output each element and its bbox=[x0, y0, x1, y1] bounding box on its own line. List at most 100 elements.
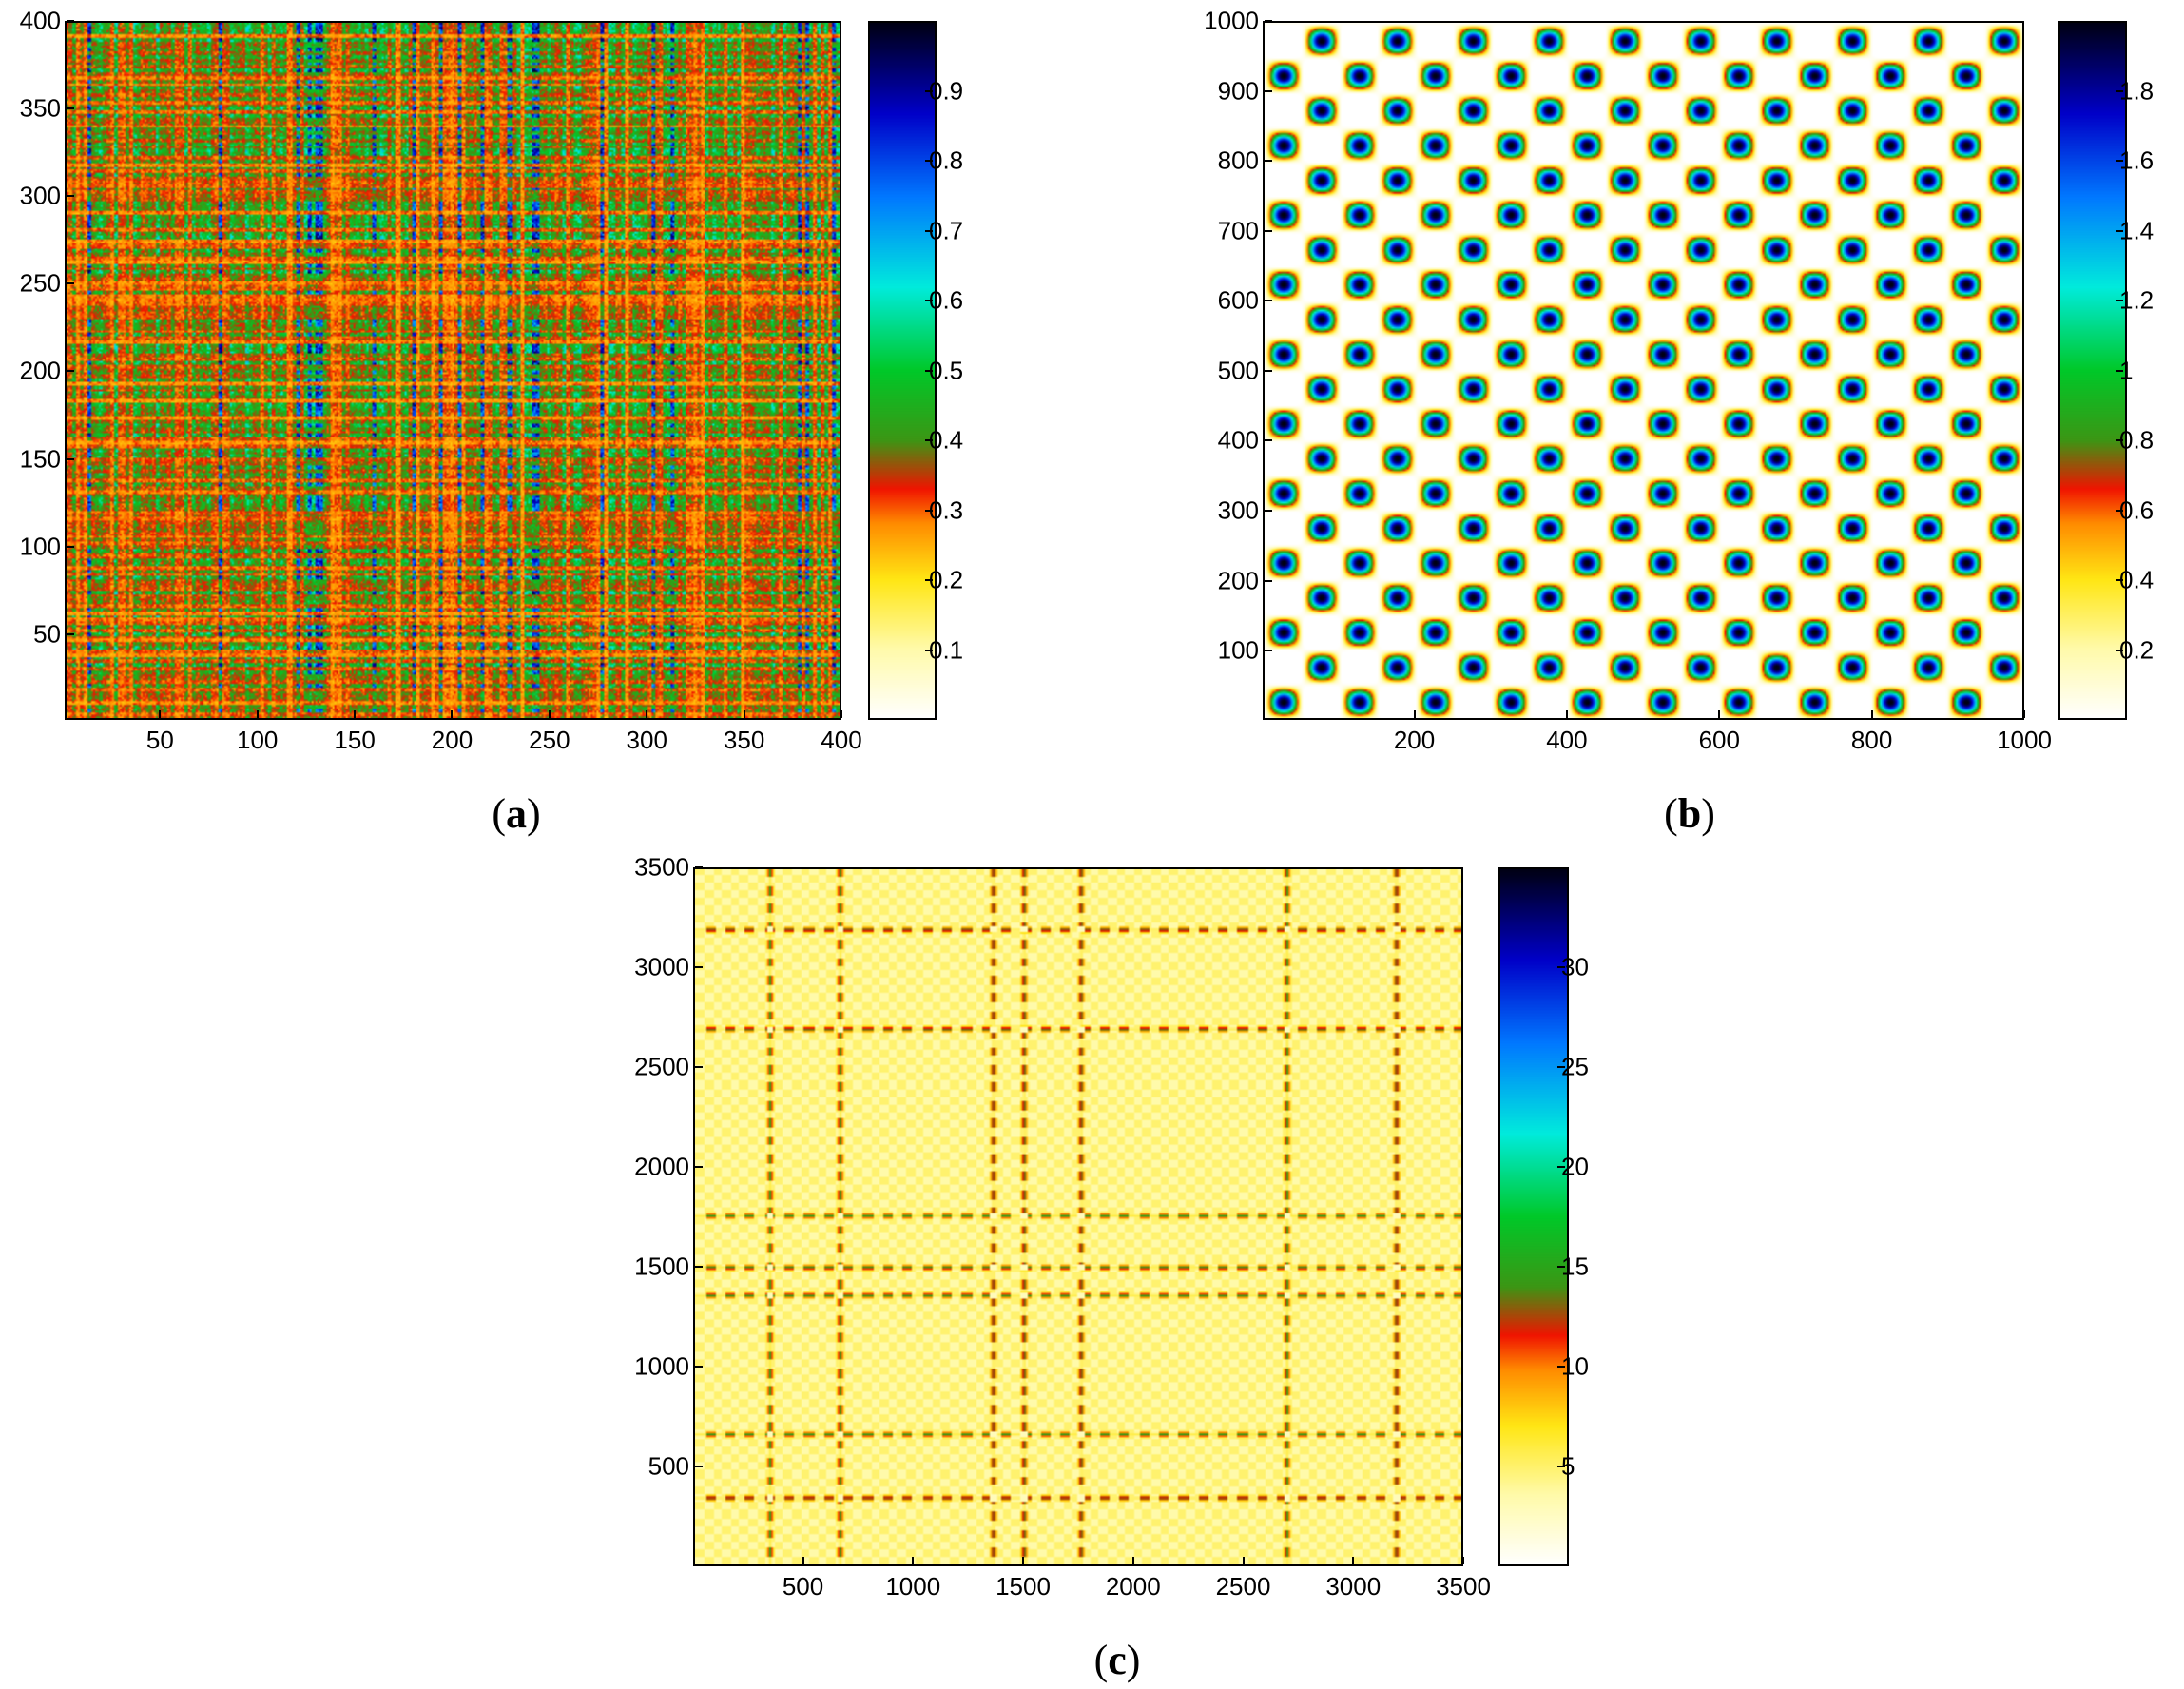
y-tick-mark bbox=[67, 107, 74, 110]
colorbar-tick-label: 10 bbox=[1561, 1351, 1589, 1381]
y-tick-mark bbox=[1265, 510, 1272, 512]
y-tick-label: 2500 bbox=[634, 1052, 689, 1081]
x-tick-mark bbox=[1352, 1557, 1355, 1564]
x-tick-label: 200 bbox=[1393, 726, 1436, 754]
caption-letter: a bbox=[506, 790, 527, 837]
x-tick-label: 200 bbox=[431, 726, 474, 754]
colorbar-tick-label: 0.8 bbox=[2119, 425, 2155, 455]
x-tick-label: 3500 bbox=[1436, 1572, 1491, 1601]
y-tick-label: 100 bbox=[1217, 635, 1259, 665]
caption-open-paren: ( bbox=[1093, 1637, 1109, 1683]
y-tick-label: 500 bbox=[1217, 356, 1259, 385]
colorbar-tick-mark bbox=[925, 439, 933, 441]
x-tick-label: 50 bbox=[145, 726, 174, 754]
colorbar-tick-mark bbox=[1557, 1166, 1565, 1168]
y-tick-label: 500 bbox=[647, 1451, 689, 1481]
y-tick-label: 400 bbox=[1217, 425, 1259, 455]
x-tick-mark bbox=[2023, 710, 2025, 718]
colorbar-tick-mark bbox=[925, 649, 933, 651]
y-tick-label: 50 bbox=[33, 619, 61, 649]
y-tick-label: 600 bbox=[1217, 285, 1259, 315]
x-tick-label: 400 bbox=[821, 726, 862, 754]
x-tick-mark bbox=[646, 710, 648, 718]
y-tick-mark bbox=[695, 1266, 703, 1269]
colorbar-tick-mark bbox=[2116, 649, 2123, 651]
y-tick-mark bbox=[1265, 439, 1272, 442]
x-tick-label: 1500 bbox=[995, 1572, 1051, 1601]
x-tick-label: 100 bbox=[237, 726, 279, 754]
colorbar-tick-label: 0.8 bbox=[929, 146, 964, 175]
y-tick-mark bbox=[695, 1166, 703, 1169]
colorbar-tick-label: 0.3 bbox=[929, 495, 964, 524]
x-tick-label: 800 bbox=[1850, 726, 1893, 754]
colorbar-tick-mark bbox=[1557, 1466, 1565, 1467]
y-tick-mark bbox=[67, 370, 74, 373]
y-tick-label: 3000 bbox=[634, 952, 689, 981]
x-tick-label: 1000 bbox=[885, 1572, 941, 1601]
heatmap-plot-b bbox=[1263, 21, 2024, 720]
colorbar-tick-label: 30 bbox=[1561, 952, 1589, 981]
y-tick-mark bbox=[695, 866, 703, 868]
x-tick-mark bbox=[743, 710, 745, 718]
caption-open-paren: ( bbox=[1664, 790, 1678, 837]
x-tick-label: 2000 bbox=[1105, 1572, 1161, 1601]
x-tick-label: 350 bbox=[723, 726, 765, 754]
colorbar-tick-label: 0.2 bbox=[929, 565, 964, 594]
x-tick-mark bbox=[354, 710, 357, 718]
y-tick-label: 900 bbox=[1217, 76, 1259, 106]
x-tick-mark bbox=[1565, 710, 1568, 718]
x-tick-mark bbox=[802, 1557, 804, 1564]
heatmap-plot-a bbox=[65, 21, 841, 720]
y-tick-mark bbox=[1265, 160, 1272, 163]
colorbar-tick-mark bbox=[2116, 229, 2123, 232]
y-tick-mark bbox=[1265, 579, 1272, 582]
x-tick-mark bbox=[159, 710, 162, 718]
x-tick-label: 150 bbox=[334, 726, 376, 754]
colorbar-tick-mark bbox=[2116, 300, 2123, 301]
x-tick-label: 250 bbox=[529, 726, 570, 754]
colorbar-c bbox=[1498, 867, 1569, 1566]
colorbar-tick-mark bbox=[1557, 1266, 1565, 1268]
colorbar-tick-mark bbox=[2116, 439, 2123, 441]
x-tick-mark bbox=[1413, 710, 1416, 718]
colorbar-tick-mark bbox=[925, 160, 933, 162]
y-tick-mark bbox=[67, 20, 74, 22]
colorbar-tick-label: 1.6 bbox=[2119, 146, 2155, 175]
x-tick-label: 3000 bbox=[1325, 1572, 1382, 1601]
y-tick-label: 250 bbox=[19, 268, 61, 298]
colorbar-tick-label: 25 bbox=[1561, 1052, 1589, 1081]
colorbar-b bbox=[2058, 21, 2127, 720]
colorbar-tick-label: 0.1 bbox=[929, 635, 964, 664]
y-tick-label: 2000 bbox=[634, 1152, 689, 1181]
x-tick-mark bbox=[256, 710, 259, 718]
x-tick-mark bbox=[912, 1557, 915, 1564]
colorbar-tick-label: 0.5 bbox=[929, 356, 964, 384]
colorbar-tick-label: 1 bbox=[2119, 356, 2134, 384]
colorbar-tick-mark bbox=[1557, 1066, 1565, 1068]
y-tick-label: 800 bbox=[1217, 146, 1259, 175]
caption-letter: b bbox=[1677, 790, 1702, 837]
x-tick-mark bbox=[1462, 1557, 1464, 1564]
y-tick-label: 3500 bbox=[634, 852, 689, 882]
colorbar-a bbox=[868, 21, 937, 720]
colorbar-tick-mark bbox=[925, 229, 933, 232]
y-tick-mark bbox=[1265, 89, 1272, 92]
y-tick-label: 300 bbox=[1217, 495, 1259, 525]
colorbar-tick-label: 0.4 bbox=[929, 425, 964, 455]
y-tick-label: 150 bbox=[19, 444, 61, 474]
colorbar-tick-label: 15 bbox=[1561, 1252, 1589, 1281]
colorbar-tick-label: 0.7 bbox=[929, 216, 964, 244]
y-tick-label: 700 bbox=[1217, 216, 1259, 245]
x-tick-mark bbox=[1718, 710, 1721, 718]
colorbar-tick-mark bbox=[2116, 369, 2123, 372]
y-tick-mark bbox=[67, 282, 74, 285]
colorbar-tick-mark bbox=[2116, 160, 2123, 162]
y-tick-mark bbox=[695, 966, 703, 969]
y-tick-mark bbox=[695, 1466, 703, 1468]
colorbar-tick-mark bbox=[1557, 1366, 1565, 1368]
caption-close-paren: ) bbox=[1126, 1637, 1141, 1683]
colorbar-tick-mark bbox=[1557, 966, 1565, 968]
colorbar-tick-label: 0.9 bbox=[929, 76, 964, 105]
y-tick-mark bbox=[1265, 650, 1272, 652]
colorbar-tick-label: 0.2 bbox=[2119, 635, 2155, 664]
